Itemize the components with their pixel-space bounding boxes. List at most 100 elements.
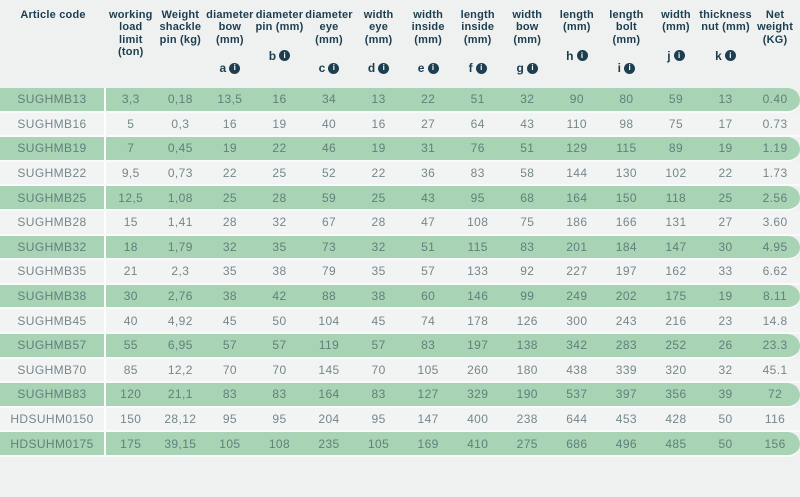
value-cell-diameter_bow: 16 xyxy=(222,116,237,131)
info-icon[interactable]: i xyxy=(475,62,487,74)
table-body: SUGHMB13 3,3 0,18 13,5 16 34 13 22 51 32 90 80 59 13 0… xyxy=(0,88,800,457)
value-cell-net_weight: 1.19 xyxy=(762,141,788,156)
value-cell-length: 342 xyxy=(566,338,588,353)
value-cell-weight_pin: 1,41 xyxy=(167,215,193,230)
value-cell-length: 644 xyxy=(566,412,588,427)
value-cell-wll_ton: 12,5 xyxy=(118,190,144,205)
value-cell-length_bolt: 80 xyxy=(619,92,634,107)
value-cell-net_weight: 8.11 xyxy=(763,289,788,304)
value-cell-width_inside: 22 xyxy=(421,92,436,107)
value-cell-width_eye: 32 xyxy=(371,239,386,254)
table-header: Article code working load limit (ton) Weig… xyxy=(0,0,800,88)
value-cell-diameter_eye: 204 xyxy=(318,412,340,427)
value-cell-diameter_pin: 38 xyxy=(272,264,287,279)
value-cell-width_bow: 238 xyxy=(516,412,538,427)
value-cell-diameter_bow: 19 xyxy=(222,141,237,156)
value-cell-length_bolt: 184 xyxy=(615,239,638,254)
value-cell-width_eye: 57 xyxy=(371,338,386,353)
dimension-letter: f xyxy=(468,60,473,75)
value-cell-width_bow: 58 xyxy=(520,166,535,181)
value-cell-thickness_nut: 17 xyxy=(718,116,733,131)
column-header-width_eye: width eye (mm) d i xyxy=(354,0,404,74)
value-cell-net_weight: 14.8 xyxy=(762,313,788,328)
column-header-length_bolt: length bolt (mm) i i xyxy=(602,0,652,74)
column-header-width_bow: width bow (mm) g i xyxy=(503,0,553,74)
value-cell-width_bow: 68 xyxy=(520,190,535,205)
dimension-letter: j xyxy=(667,48,671,63)
value-cell-length_bolt: 397 xyxy=(615,387,638,402)
value-cell-width_eye: 38 xyxy=(371,289,386,304)
value-cell-width_eye: 105 xyxy=(367,436,390,451)
value-cell-width_inside: 169 xyxy=(417,436,439,451)
info-icon[interactable]: i xyxy=(328,62,340,74)
value-cell-length: 686 xyxy=(566,436,588,451)
value-cell-diameter_bow: 28 xyxy=(222,215,237,230)
value-cell-length_inside: 51 xyxy=(470,92,485,107)
value-cell-weight_pin: 0,3 xyxy=(171,116,190,131)
dimension-letter: a xyxy=(219,60,227,75)
info-icon[interactable]: i xyxy=(527,62,539,74)
value-cell-length_inside: 133 xyxy=(467,264,489,279)
column-header-length_inside: length inside (mm) f i xyxy=(453,0,503,74)
value-cell-length_inside: 197 xyxy=(467,338,489,353)
article-code-cell: SUGHMB32 xyxy=(0,235,106,259)
value-cell-width_inside: 127 xyxy=(417,387,439,402)
value-cell-thickness_nut: 19 xyxy=(718,141,733,156)
value-cell-wll_ton: 30 xyxy=(123,289,138,304)
value-cell-diameter_eye: 145 xyxy=(318,362,340,377)
article-code-cell: SUGHMB22 xyxy=(0,161,106,185)
value-cell-width_eye: 22 xyxy=(371,166,386,181)
info-icon[interactable]: i xyxy=(378,62,390,74)
article-code-cell: SUGHMB19 xyxy=(0,137,106,160)
value-cell-thickness_nut: 22 xyxy=(718,166,733,181)
column-header-label: width bow (mm) xyxy=(512,9,543,46)
value-cell-length_inside: 95 xyxy=(470,190,485,205)
table-row: SUGHMB35 21 2,3 35 38 79 35 57 133 92 227 197 162 33 6… xyxy=(0,260,800,285)
value-cell-diameter_bow: 83 xyxy=(222,387,237,402)
info-icon[interactable]: i xyxy=(624,62,636,74)
value-cell-net_weight: 156 xyxy=(764,436,786,451)
info-icon[interactable]: i xyxy=(229,62,241,74)
table-row: HDSUHM0175 175 39,15 105 108 235 105 169 410 275 6… xyxy=(0,432,800,457)
value-cell-width_eye: 13 xyxy=(371,92,386,107)
column-header-diameter_bow: diameter bow (mm) a i xyxy=(205,0,255,74)
info-icon[interactable]: i xyxy=(576,50,588,62)
value-cell-length_inside: 329 xyxy=(467,387,489,402)
table-row: SUGHMB45 40 4,92 45 50 104 45 74 178 126 300 243 216… xyxy=(0,309,800,334)
column-header-diameter_pin: diameter pin (mm) b i xyxy=(255,0,305,62)
table-row: SUGHMB28 15 1,41 28 32 67 28 47 108 75 186 166 131 27… xyxy=(0,210,800,236)
article-code-cell: HDSUHM0175 xyxy=(0,432,106,455)
value-cell-weight_pin: 2,76 xyxy=(167,289,193,304)
value-cell-width: 75 xyxy=(668,116,684,131)
value-cell-diameter_eye: 104 xyxy=(318,313,340,328)
value-cell-width: 428 xyxy=(665,412,687,427)
value-cell-width_bow: 32 xyxy=(520,92,535,107)
value-cell-width: 320 xyxy=(665,362,687,377)
value-cell-width_inside: 31 xyxy=(421,141,436,156)
info-icon[interactable]: i xyxy=(279,50,291,62)
value-cell-weight_pin: 2,3 xyxy=(171,264,190,279)
table-row: SUGHMB19 7 0,45 19 22 46 19 31 76 51 129 115 89 19 1.1… xyxy=(0,137,800,162)
value-cell-width: 102 xyxy=(665,166,687,181)
info-icon[interactable]: i xyxy=(427,62,439,74)
value-cell-width: 147 xyxy=(665,239,687,254)
value-cell-width_bow: 99 xyxy=(520,289,535,304)
value-cell-diameter_eye: 59 xyxy=(321,190,337,205)
value-cell-length_bolt: 130 xyxy=(615,166,638,181)
value-cell-wll_ton: 7 xyxy=(127,141,135,156)
article-code-cell: SUGHMB13 xyxy=(0,88,106,111)
article-code-cell: SUGHMB57 xyxy=(0,333,106,357)
value-cell-length: 300 xyxy=(566,313,588,328)
value-cell-weight_pin: 0,18 xyxy=(167,92,193,107)
value-cell-width_eye: 95 xyxy=(371,412,386,427)
value-cell-width: 175 xyxy=(665,289,687,304)
value-cell-diameter_eye: 46 xyxy=(321,141,337,156)
info-icon[interactable]: i xyxy=(724,50,736,62)
info-icon[interactable]: i xyxy=(673,50,685,62)
value-cell-length: 186 xyxy=(566,215,588,230)
